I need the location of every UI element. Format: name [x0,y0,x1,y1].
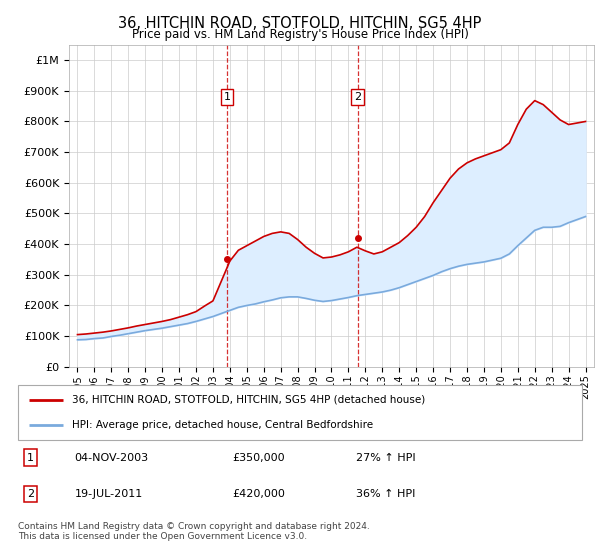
Text: 2: 2 [354,92,361,102]
Text: 36% ↑ HPI: 36% ↑ HPI [356,489,416,499]
Text: 36, HITCHIN ROAD, STOTFOLD, HITCHIN, SG5 4HP (detached house): 36, HITCHIN ROAD, STOTFOLD, HITCHIN, SG5… [71,395,425,404]
Text: 04-NOV-2003: 04-NOV-2003 [74,452,149,463]
Text: 2: 2 [27,489,34,499]
Text: £350,000: £350,000 [232,452,285,463]
Text: Contains HM Land Registry data © Crown copyright and database right 2024.
This d: Contains HM Land Registry data © Crown c… [18,522,370,542]
Text: 36, HITCHIN ROAD, STOTFOLD, HITCHIN, SG5 4HP: 36, HITCHIN ROAD, STOTFOLD, HITCHIN, SG5… [118,16,482,31]
Text: 19-JUL-2011: 19-JUL-2011 [74,489,143,499]
FancyBboxPatch shape [18,385,582,440]
Text: 1: 1 [27,452,34,463]
Text: 27% ↑ HPI: 27% ↑ HPI [356,452,416,463]
Text: HPI: Average price, detached house, Central Bedfordshire: HPI: Average price, detached house, Cent… [71,420,373,430]
Text: £420,000: £420,000 [232,489,285,499]
Text: 1: 1 [224,92,230,102]
Text: Price paid vs. HM Land Registry's House Price Index (HPI): Price paid vs. HM Land Registry's House … [131,28,469,41]
